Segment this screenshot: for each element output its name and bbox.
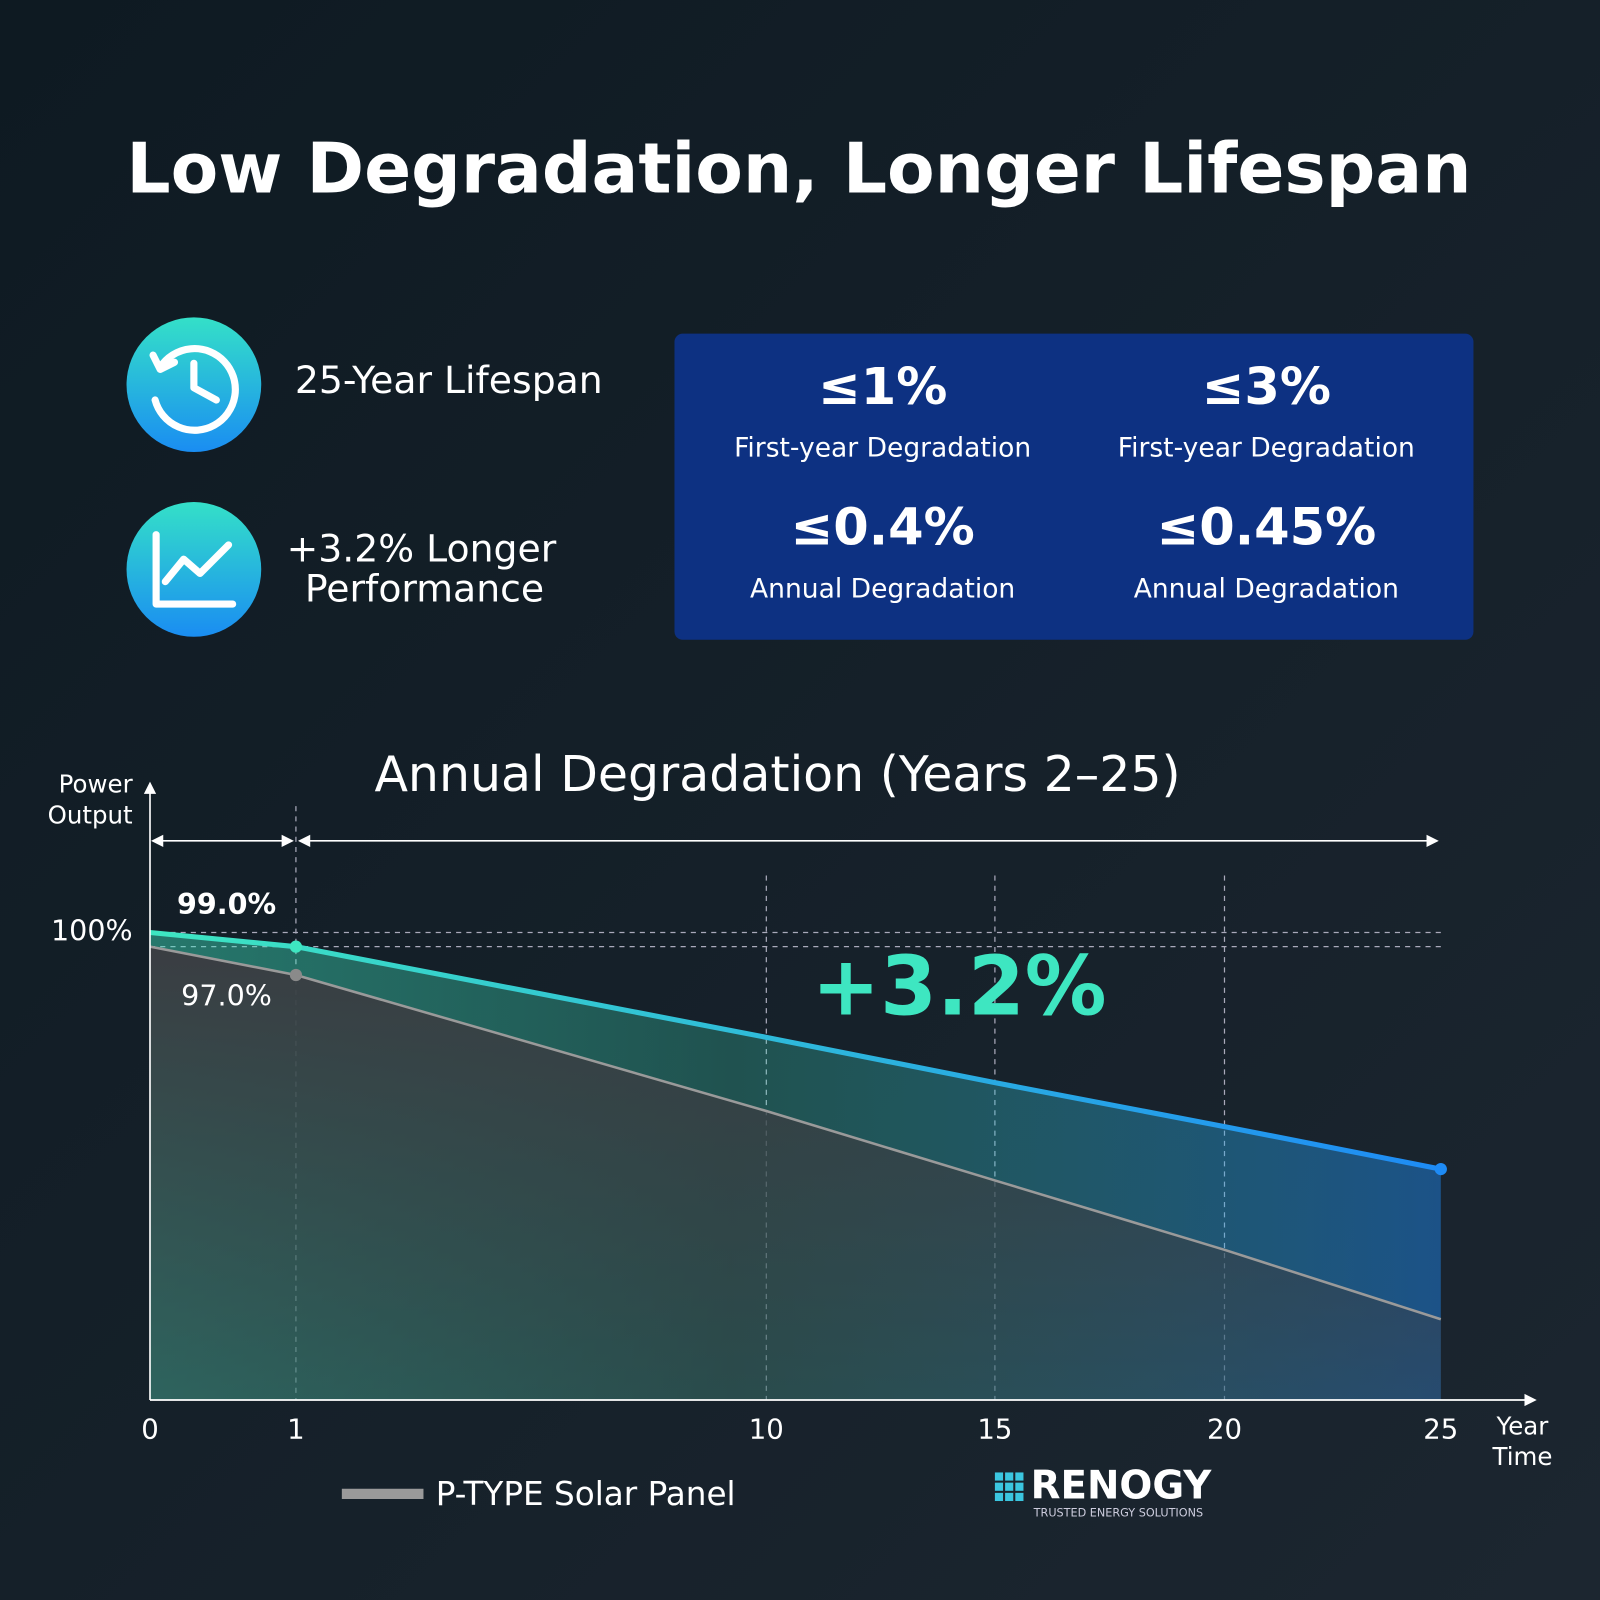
data-label: 99.0% [177, 887, 276, 921]
x-tick-label: 25 [1423, 1414, 1458, 1446]
area [150, 946, 1441, 1400]
clock-glyph [149, 345, 239, 434]
line [149, 945, 1442, 1321]
stat-value: ≤0.4% [791, 499, 975, 558]
data-point [289, 940, 303, 953]
x-tick-label: 1 [287, 1414, 305, 1446]
data-label: 97.0% [181, 978, 272, 1012]
x-tick-label: 20 [1207, 1414, 1242, 1446]
plot: 0 1 10 15 20 25 100% 97.0% 99.0% +3.2% [51, 806, 1458, 1446]
stat-value: ≤3% [1202, 358, 1331, 417]
data-point [289, 968, 303, 982]
range-arrows [151, 834, 1439, 847]
y-axis-label: Power [59, 770, 134, 799]
stat-value: ≤1% [818, 358, 947, 417]
feature-text: 25-Year Lifespan [295, 358, 603, 402]
x-tick-label: 15 [977, 1414, 1012, 1446]
logo-grid [994, 1472, 1024, 1502]
page-title: Low Degradation, Longer Lifespan [126, 130, 1471, 210]
annotation: +3.2% [812, 939, 1107, 1034]
data-point [1434, 1162, 1447, 1176]
stat-label: Annual Degradation [1134, 573, 1399, 604]
stat-label: First-year Degradation [1118, 432, 1415, 463]
stat-label: Annual Degradation [750, 573, 1015, 604]
y-tick-label: 100% [51, 913, 133, 947]
x-tick-label: 10 [749, 1414, 784, 1446]
feature-text: +3.2% Longer [287, 527, 557, 571]
x-tick-label: 0 [141, 1414, 159, 1446]
legend-label: RENOGY [1031, 1463, 1213, 1508]
axes [143, 781, 1537, 1407]
stat-value: ≤0.45% [1156, 499, 1376, 558]
chart-glyph [152, 531, 237, 608]
stats-box [674, 333, 1474, 640]
y-axis-label: Output [48, 800, 133, 829]
stat-label: First-year Degradation [734, 432, 1031, 463]
chart-title: Annual Degradation (Years 2–25) [374, 746, 1180, 803]
line [149, 929, 1442, 1172]
legend-label: P-TYPE Solar Panel [436, 1475, 736, 1513]
feature-text: Performance [305, 566, 544, 610]
legend-tagline: TRUSTED ENERGY SOLUTIONS [1033, 1506, 1203, 1519]
x-axis-label: Time [1492, 1442, 1553, 1471]
x-axis-label: Year [1496, 1412, 1550, 1441]
